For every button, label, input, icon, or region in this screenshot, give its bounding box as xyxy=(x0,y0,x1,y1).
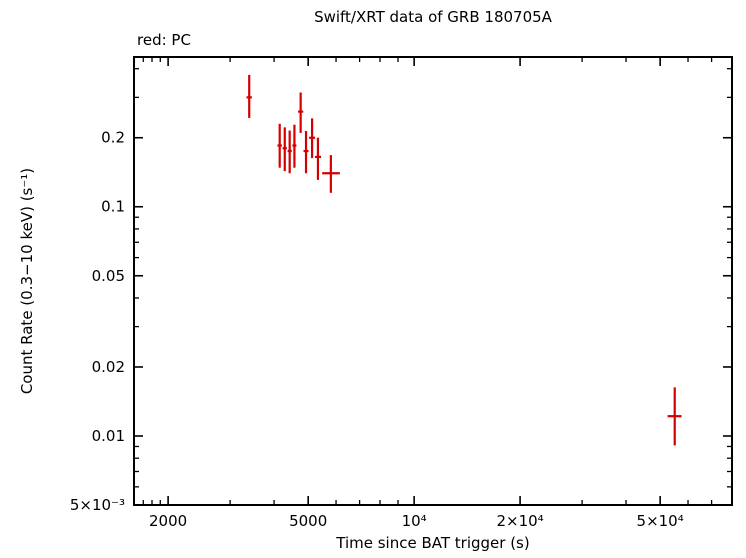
y-tick-label: 0.2 xyxy=(101,129,125,147)
x-tick-label: 2×10⁴ xyxy=(496,512,543,530)
y-tick-label: 0.01 xyxy=(92,427,125,445)
x-tick-label: 10⁴ xyxy=(402,512,427,530)
x-tick-label: 5×10⁴ xyxy=(637,512,684,530)
x-tick-label: 2000 xyxy=(149,512,187,530)
series-pc xyxy=(246,74,682,446)
x-tick-label: 5000 xyxy=(289,512,327,530)
plot-frame xyxy=(133,56,733,506)
chart-title: Swift/XRT data of GRB 180705A xyxy=(314,8,552,26)
y-tick-label: 0.02 xyxy=(92,358,125,376)
y-axis-label: Count Rate (0.3−10 keV) (s⁻¹) xyxy=(18,167,36,395)
x-axis-label: Time since BAT trigger (s) xyxy=(336,534,530,552)
y-tick-label: 5×10⁻³ xyxy=(70,496,125,514)
y-tick-label: 0.05 xyxy=(92,267,125,285)
mode-label: red: PC xyxy=(137,31,191,49)
y-tick-label: 0.1 xyxy=(101,198,125,216)
